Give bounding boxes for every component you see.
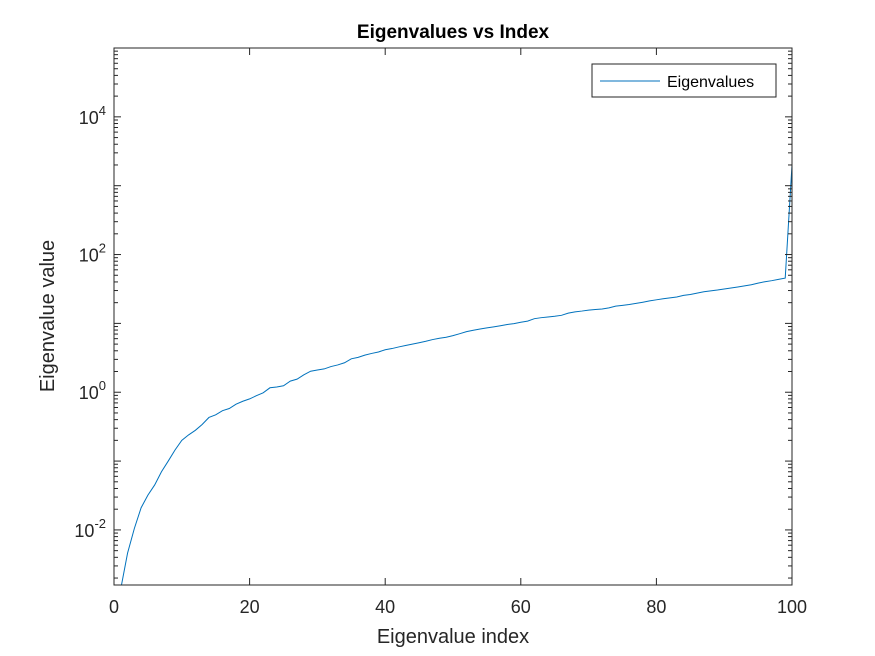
y-tick-label-base: 10 <box>74 521 94 541</box>
y-tick-label: 100 <box>79 378 106 403</box>
x-tick-label: 60 <box>511 597 531 617</box>
x-axis-label: Eigenvalue index <box>377 626 529 648</box>
legend-label: Eigenvalues <box>667 74 754 91</box>
chart-title: Eigenvalues vs Index <box>357 22 550 43</box>
legend: Eigenvalues <box>591 63 777 98</box>
y-tick-label-exponent: 0 <box>99 378 106 393</box>
y-tick-label-base: 10 <box>79 246 99 266</box>
x-tick-label: 80 <box>646 597 666 617</box>
series-layer <box>120 164 792 585</box>
y-tick-label: 10-2 <box>74 516 106 541</box>
plot-area <box>114 48 792 585</box>
y-tick-label: 102 <box>79 241 106 266</box>
y-tick-label: 104 <box>79 103 106 128</box>
legend-box <box>591 63 777 98</box>
y-axis-label: Eigenvalue value <box>37 240 59 392</box>
axes-box <box>113 47 793 586</box>
y-tick-label-base: 10 <box>79 108 99 128</box>
series-line-eigenvalues <box>120 164 792 585</box>
x-tick-label: 20 <box>240 597 260 617</box>
y-tick-label-exponent: -2 <box>94 516 106 531</box>
y-tick-label-exponent: 4 <box>99 103 106 118</box>
y-tick-label-base: 10 <box>79 383 99 403</box>
x-tick-label: 100 <box>777 597 807 617</box>
x-tick-label: 40 <box>375 597 395 617</box>
x-tick-label: 0 <box>109 597 119 617</box>
y-tick-label-exponent: 2 <box>99 241 106 256</box>
